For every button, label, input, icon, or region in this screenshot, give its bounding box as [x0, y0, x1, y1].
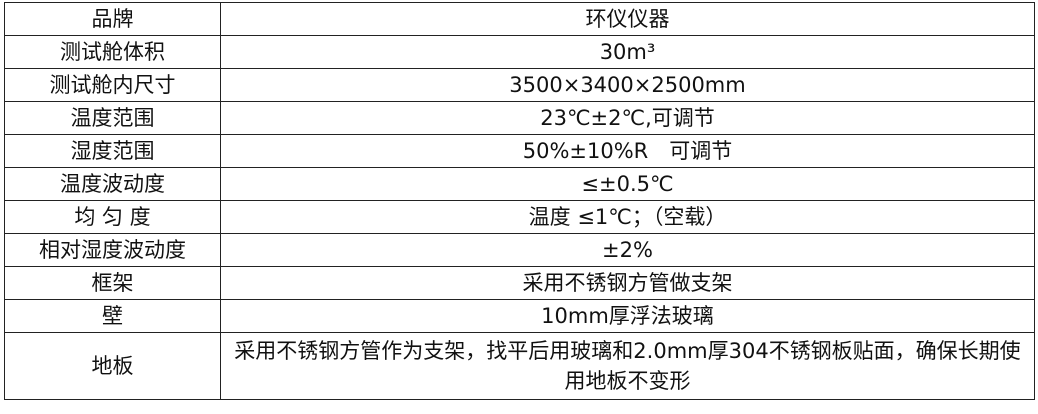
table-row: 测试舱内尺寸 3500×3400×2500mm [4, 68, 1035, 102]
spec-label: 温度波动度 [4, 167, 221, 201]
spec-value: 3500×3400×2500mm [220, 68, 1035, 102]
spec-value: 温度 ≤1℃；（空载） [220, 200, 1035, 234]
spec-label: 地板 [4, 332, 221, 400]
table-row: 温度范围 23℃±2℃,可调节 [4, 101, 1035, 135]
spec-label: 测试舱体积 [4, 35, 221, 69]
spec-table: 品牌 环仪仪器 测试舱体积 30m³ 测试舱内尺寸 3500×3400×2500mm 温度范… [4, 2, 1035, 400]
spec-value: 23℃±2℃,可调节 [220, 101, 1035, 135]
spec-value: ±2% [220, 233, 1035, 267]
table-row: 壁 10mm厚浮法玻璃 [4, 299, 1035, 333]
spec-label: 温度范围 [4, 101, 221, 135]
spec-value: 采用不锈钢方管作为支架，找平后用玻璃和2.0mm厚304不锈钢板贴面，确保长期使… [220, 332, 1035, 400]
spec-label: 框架 [4, 266, 221, 300]
table-row: 品牌 环仪仪器 [4, 2, 1035, 36]
spec-value: ≤±0.5℃ [220, 167, 1035, 201]
spec-value: 50%±10%R 可调节 [220, 134, 1035, 168]
table-row: 温度波动度 ≤±0.5℃ [4, 167, 1035, 201]
spec-label: 均 匀 度 [4, 200, 221, 234]
spec-label: 测试舱内尺寸 [4, 68, 221, 102]
spec-value: 环仪仪器 [220, 2, 1035, 36]
table-row: 框架 采用不锈钢方管做支架 [4, 266, 1035, 300]
spec-value: 30m³ [220, 35, 1035, 69]
table-row: 地板 采用不锈钢方管作为支架，找平后用玻璃和2.0mm厚304不锈钢板贴面，确保长… [4, 332, 1035, 400]
spec-value: 10mm厚浮法玻璃 [220, 299, 1035, 333]
spec-label: 相对湿度波动度 [4, 233, 221, 267]
spec-label: 壁 [4, 299, 221, 333]
table-row: 相对湿度波动度 ±2% [4, 233, 1035, 267]
spec-label: 湿度范围 [4, 134, 221, 168]
table-row: 均 匀 度温度 ≤1℃；（空载） [4, 200, 1035, 234]
spec-label: 品牌 [4, 2, 221, 36]
table-row: 测试舱体积 30m³ [4, 35, 1035, 69]
spec-value: 采用不锈钢方管做支架 [220, 266, 1035, 300]
table-row: 湿度范围 50%±10%R 可调节 [4, 134, 1035, 168]
